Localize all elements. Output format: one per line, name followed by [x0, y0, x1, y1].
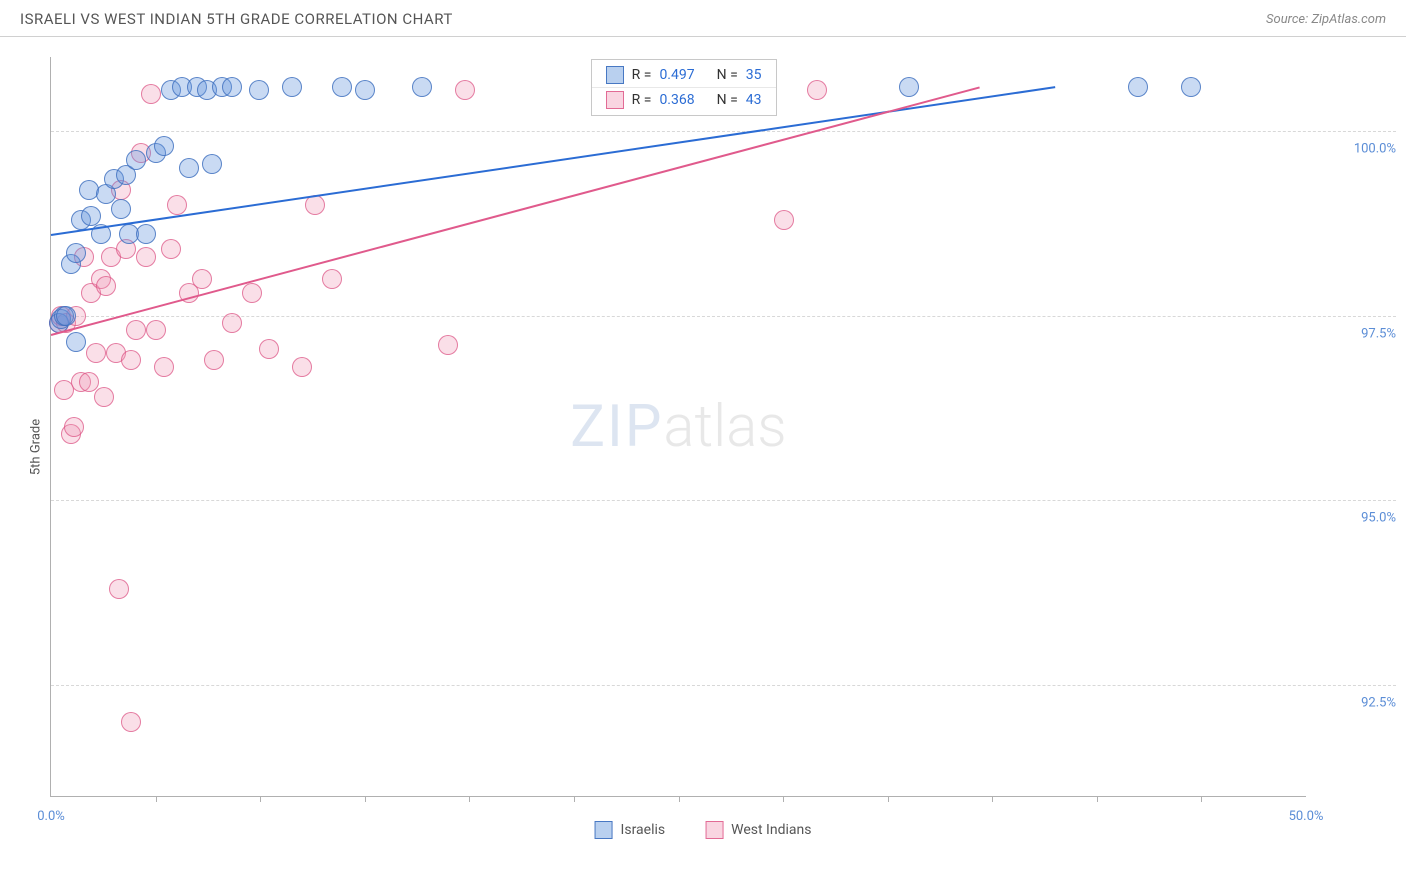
data-point: [94, 387, 114, 407]
r-value: 0.497: [659, 67, 694, 83]
x-tick: [992, 796, 993, 802]
stat-label: N =: [717, 92, 738, 108]
correlation-row: R = 0.368 N = 43: [592, 88, 776, 112]
data-point: [66, 332, 86, 352]
data-point: [438, 335, 458, 355]
x-tick: [469, 796, 470, 802]
swatch-icon: [595, 821, 613, 839]
data-point: [292, 357, 312, 377]
data-point: [167, 195, 187, 215]
source-prefix: Source:: [1266, 12, 1311, 27]
stat-label: R =: [632, 92, 652, 108]
data-point: [322, 269, 342, 289]
data-point: [66, 243, 86, 263]
data-point: [179, 158, 199, 178]
y-axis-label: 5th Grade: [29, 419, 44, 475]
data-point: [455, 80, 475, 100]
data-point: [126, 150, 146, 170]
n-value: 35: [746, 67, 762, 83]
y-tick-label: 92.5%: [1316, 696, 1396, 711]
data-point: [282, 77, 302, 97]
chart-header: ISRAELI VS WEST INDIAN 5TH GRADE CORRELA…: [0, 0, 1406, 37]
chart-title: ISRAELI VS WEST INDIAN 5TH GRADE CORRELA…: [20, 10, 453, 28]
data-point: [136, 224, 156, 244]
correlation-row: R = 0.497 N = 35: [592, 63, 776, 88]
data-point: [141, 84, 161, 104]
data-point: [64, 417, 84, 437]
data-point: [222, 313, 242, 333]
data-point: [807, 80, 827, 100]
regression-line: [51, 87, 980, 336]
legend-label: West Indians: [731, 822, 811, 838]
legend-label: Israelis: [621, 822, 666, 838]
swatch-icon: [606, 66, 624, 84]
data-point: [111, 199, 131, 219]
data-point: [86, 343, 106, 363]
data-point: [154, 136, 174, 156]
data-point: [96, 276, 116, 296]
x-tick: [156, 796, 157, 802]
data-point: [146, 320, 166, 340]
data-point: [249, 80, 269, 100]
y-tick-label: 97.5%: [1316, 326, 1396, 341]
legend-item-israelis: Israelis: [595, 821, 666, 839]
swatch-icon: [606, 91, 624, 109]
data-point: [121, 712, 141, 732]
data-point: [355, 80, 375, 100]
data-point: [774, 210, 794, 230]
gridline: [51, 316, 1396, 317]
x-tick: [679, 796, 680, 802]
correlation-legend: R = 0.497 N = 35 R = 0.368 N = 43: [591, 59, 777, 116]
watermark-atlas: atlas: [663, 393, 786, 461]
data-point: [136, 247, 156, 267]
data-point: [1181, 77, 1201, 97]
data-point: [126, 320, 146, 340]
x-tick: [783, 796, 784, 802]
gridline: [51, 131, 1396, 132]
data-point: [81, 206, 101, 226]
watermark-zip: ZIP: [570, 393, 663, 461]
stat-label: N =: [717, 67, 738, 83]
gridline: [51, 500, 1396, 501]
data-point: [222, 77, 242, 97]
x-tick: [1201, 796, 1202, 802]
series-legend: Israelis West Indians: [595, 821, 812, 839]
r-value: 0.368: [659, 92, 694, 108]
x-tick: [365, 796, 366, 802]
x-tick-label: 0.0%: [37, 809, 65, 824]
data-point: [109, 579, 129, 599]
data-point: [259, 339, 279, 359]
x-tick: [888, 796, 889, 802]
stat-label: R =: [632, 67, 652, 83]
legend-item-west-indians: West Indians: [705, 821, 811, 839]
x-tick: [260, 796, 261, 802]
data-point: [154, 357, 174, 377]
data-point: [202, 154, 222, 174]
plot-region: ZIPatlas 100.0%97.5%95.0%92.5%0.0%50.0%R…: [50, 57, 1306, 797]
x-tick: [574, 796, 575, 802]
y-tick-label: 95.0%: [1316, 511, 1396, 526]
swatch-icon: [705, 821, 723, 839]
n-value: 43: [746, 92, 762, 108]
source-name: ZipAtlas.com: [1311, 12, 1386, 27]
data-point: [192, 269, 212, 289]
watermark: ZIPatlas: [570, 393, 786, 461]
x-tick: [1097, 796, 1098, 802]
x-tick-label: 50.0%: [1289, 809, 1324, 824]
chart-source: Source: ZipAtlas.com: [1266, 12, 1386, 27]
data-point: [121, 350, 141, 370]
data-point: [56, 306, 76, 326]
data-point: [161, 239, 181, 259]
chart-area: 5th Grade ZIPatlas 100.0%97.5%95.0%92.5%…: [0, 37, 1406, 857]
data-point: [899, 77, 919, 97]
data-point: [242, 283, 262, 303]
data-point: [1128, 77, 1148, 97]
data-point: [204, 350, 224, 370]
y-tick-label: 100.0%: [1316, 141, 1396, 156]
gridline: [51, 685, 1396, 686]
data-point: [332, 77, 352, 97]
data-point: [412, 77, 432, 97]
